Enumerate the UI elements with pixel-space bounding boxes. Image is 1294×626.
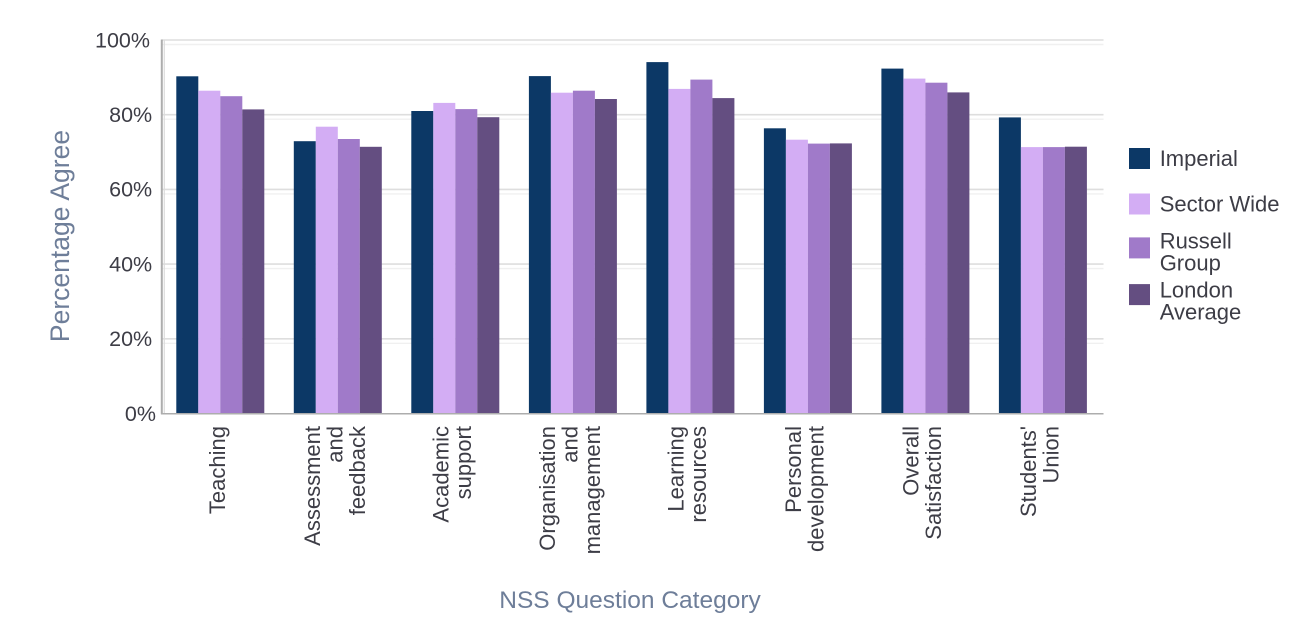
- svg-text:Imperial: Imperial: [1160, 146, 1238, 171]
- svg-text:Group: Group: [1160, 250, 1221, 275]
- svg-text:London: London: [1160, 278, 1233, 303]
- svg-text:NSS Question Category: NSS Question Category: [499, 587, 761, 614]
- svg-text:management: management: [580, 426, 605, 554]
- svg-text:0%: 0%: [125, 402, 156, 426]
- svg-text:Russell: Russell: [1160, 229, 1232, 254]
- svg-text:Academic: Academic: [429, 426, 454, 523]
- svg-text:Percentage Agree: Percentage Agree: [45, 130, 75, 342]
- svg-text:Union: Union: [1039, 426, 1064, 483]
- svg-text:100%: 100%: [95, 28, 150, 52]
- svg-text:Students': Students': [1016, 426, 1041, 517]
- svg-text:and: and: [557, 426, 582, 463]
- svg-text:60%: 60%: [109, 178, 152, 202]
- svg-text:Personal: Personal: [781, 426, 806, 513]
- svg-text:feedback: feedback: [345, 425, 370, 515]
- svg-text:Average: Average: [1160, 299, 1242, 324]
- svg-text:Satisfaction: Satisfaction: [921, 426, 946, 540]
- svg-text:resources: resources: [686, 426, 711, 523]
- svg-text:development: development: [804, 426, 829, 552]
- svg-text:support: support: [451, 426, 476, 499]
- svg-text:and: and: [322, 426, 347, 463]
- svg-text:80%: 80%: [109, 103, 152, 127]
- svg-text:Learning: Learning: [664, 426, 689, 512]
- svg-text:40%: 40%: [109, 252, 152, 276]
- svg-text:Assessment: Assessment: [300, 426, 325, 546]
- svg-text:Teaching: Teaching: [205, 426, 230, 514]
- svg-text:Organisation: Organisation: [535, 426, 560, 551]
- svg-text:20%: 20%: [109, 327, 152, 351]
- svg-text:Sector Wide: Sector Wide: [1160, 192, 1280, 217]
- svg-text:Overall: Overall: [899, 426, 924, 496]
